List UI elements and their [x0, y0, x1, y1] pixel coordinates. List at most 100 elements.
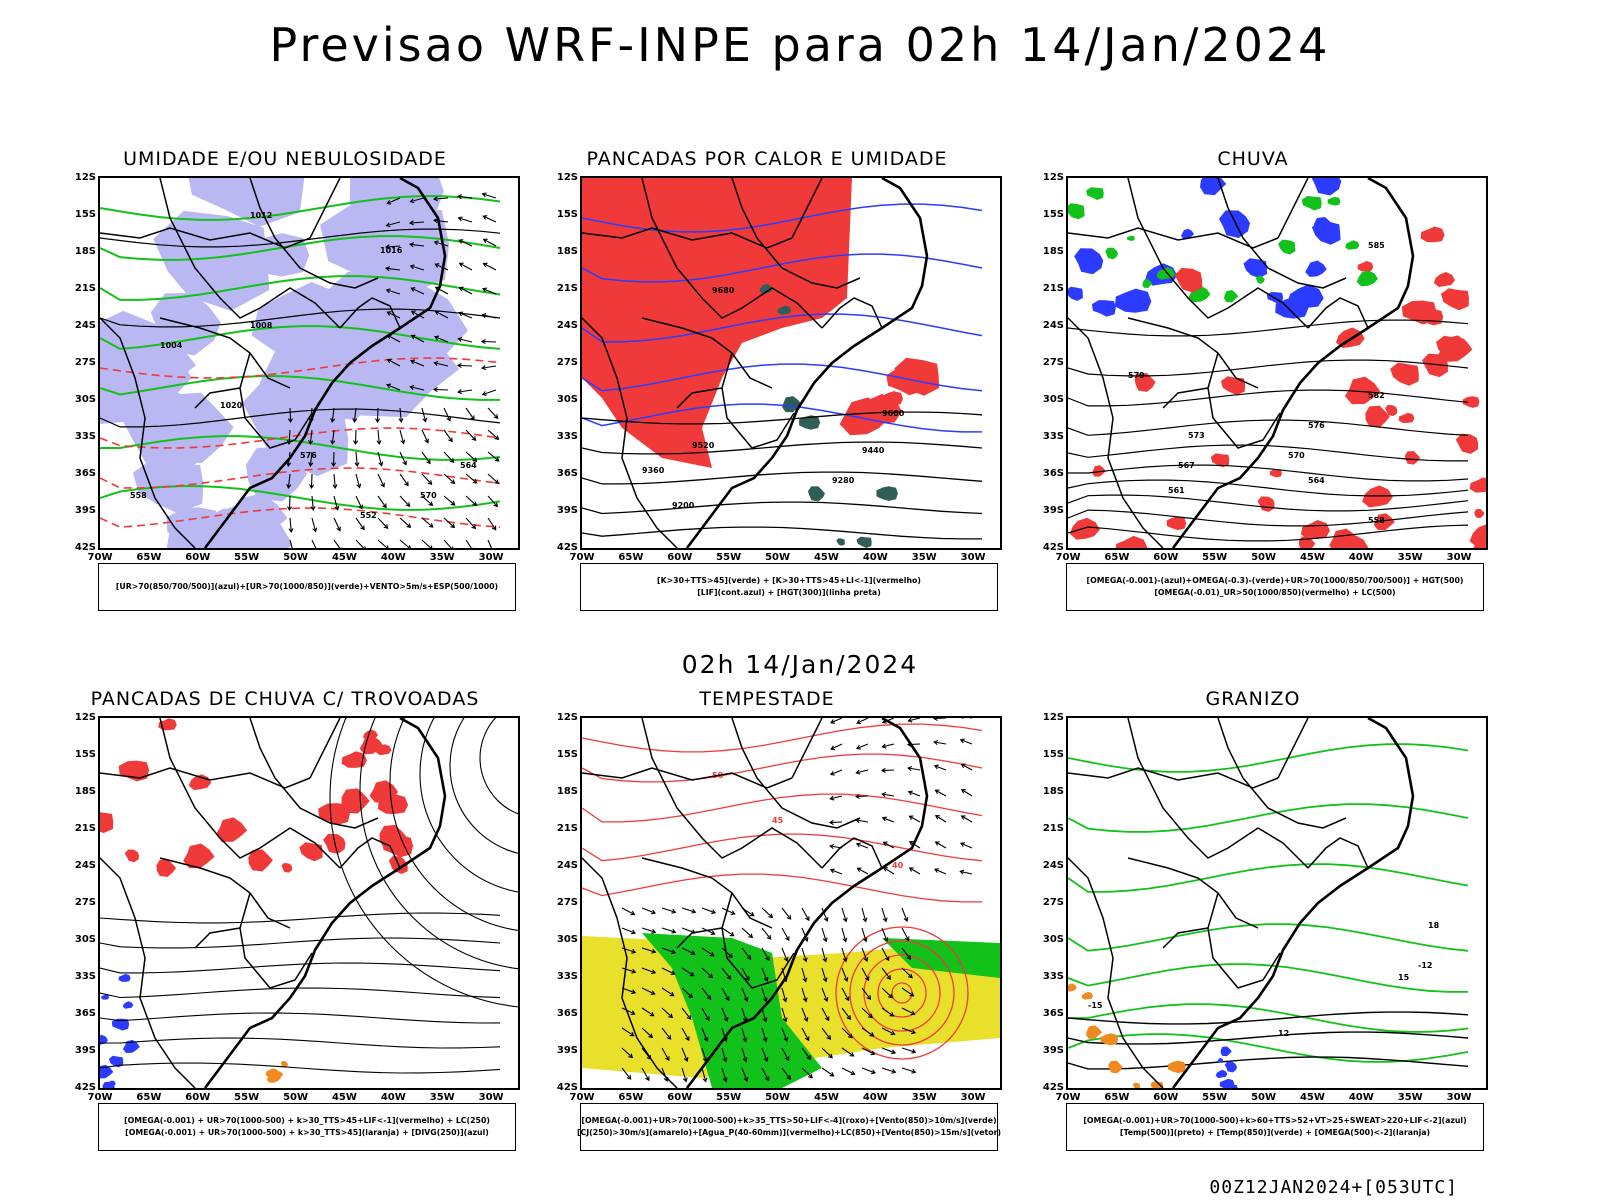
latitude-label: 42S: [556, 1082, 578, 1093]
wind-vector: [901, 1027, 917, 1035]
wind-vector: [641, 1027, 654, 1039]
wind-vector: [721, 1067, 728, 1083]
wind-vector: [421, 517, 434, 528]
streamline: [359, 718, 518, 970]
rain-omega-area: [1086, 187, 1104, 200]
longitude-label: 55W: [716, 552, 742, 563]
latitude-label: 30S: [74, 394, 96, 405]
wind-vector: [781, 947, 789, 962]
latitude-label: 12S: [74, 172, 96, 183]
longitude-label: 40W: [862, 1092, 888, 1103]
latitude-label: 24S: [1042, 320, 1064, 331]
contour-label: 45: [772, 816, 784, 825]
latitude-label: 12S: [1042, 712, 1064, 723]
storm-area: [377, 794, 409, 814]
hgt500-contour: [1068, 464, 1469, 482]
longitude-label: 30W: [960, 552, 986, 563]
longitude-label: 50W: [765, 552, 791, 563]
storm-area: [100, 812, 114, 834]
rain-omega-area: [1180, 228, 1195, 239]
legend-line: [OMEGA(-0.001) + UR>70(1000-500) + k>30_…: [125, 1128, 489, 1137]
wind-vector: [465, 517, 477, 530]
wind-vector: [399, 495, 411, 507]
latitude-label: 15S: [74, 209, 96, 220]
wind-vector: [861, 967, 870, 982]
wind-vector: [908, 867, 921, 875]
rain-omega-area: [1327, 196, 1341, 206]
temp850-contour: [1068, 803, 1469, 833]
divergence-area: [100, 1064, 114, 1079]
latitude-label: 42S: [1042, 542, 1064, 553]
contour-label: 573: [1188, 431, 1205, 440]
wind-vector: [481, 192, 497, 199]
wind-vector: [386, 197, 401, 205]
rain-omega-area: [1305, 260, 1327, 277]
country-border: [1127, 718, 1309, 869]
longitude-label: 55W: [234, 552, 260, 563]
wind-vector: [482, 238, 497, 247]
longitude-label: 55W: [234, 1092, 260, 1103]
wind-vector: [308, 429, 314, 445]
wind-vector: [433, 361, 449, 367]
country-border: [582, 857, 678, 1088]
wind-vector: [641, 1007, 655, 1017]
country-border: [194, 387, 241, 409]
wind-vector: [661, 967, 676, 975]
wind-vector: [881, 987, 893, 999]
storm-area: [318, 803, 350, 825]
rain-humidity-area: [1329, 528, 1360, 548]
moist-area: [836, 538, 845, 546]
country-border: [309, 178, 341, 239]
wind-vector: [855, 769, 869, 775]
wind-vector: [959, 842, 973, 849]
wind-vector: [901, 947, 912, 961]
longitude-label: 65W: [136, 1092, 162, 1103]
wind-vector: [881, 1067, 897, 1074]
wind-vector: [377, 495, 387, 509]
wind-vector: [959, 738, 973, 745]
country-border: [1162, 927, 1209, 949]
wind-vector: [881, 1027, 896, 1036]
wind-vector: [901, 1007, 916, 1016]
wind-vector: [311, 517, 318, 533]
wind-vector: [701, 987, 712, 1000]
longitude-label: 60W: [185, 552, 211, 563]
latitude-label: 27S: [556, 897, 578, 908]
contour-label: 576: [300, 451, 317, 460]
country-border: [100, 857, 196, 1088]
wind-vector: [761, 967, 769, 982]
wind-vector: [421, 539, 433, 548]
wind-vector: [410, 334, 425, 343]
wind-vector: [458, 262, 473, 271]
wind-vector: [641, 967, 657, 975]
contour-label: 552: [360, 511, 377, 520]
streamline: [100, 1037, 501, 1049]
wind-vector: [385, 221, 401, 228]
wind-vector: [481, 389, 497, 396]
humidity-low-contour: [100, 195, 501, 221]
latitude-label: 15S: [74, 749, 96, 760]
wind-vector: [801, 1007, 809, 1023]
wind-vector: [352, 407, 358, 423]
wind-vector: [681, 987, 694, 999]
wind-vector: [480, 338, 497, 345]
wind-vector: [487, 495, 499, 508]
wind-vector: [354, 451, 360, 468]
wind-vector: [681, 1047, 689, 1062]
country-border: [249, 718, 379, 829]
country-border: [100, 227, 311, 249]
contour-label: 9280: [832, 476, 855, 485]
divergence-area: [108, 1055, 124, 1068]
longitude-label: 55W: [1202, 552, 1228, 563]
latitude-label: 36S: [1042, 1008, 1064, 1019]
longitude-label: 70W: [569, 1092, 595, 1103]
wind-vector: [433, 218, 449, 224]
rain-omega-area: [1127, 235, 1135, 241]
latitude-label: 36S: [556, 1008, 578, 1019]
divergence-area: [102, 1081, 115, 1088]
panel-title: GRANIZO: [1205, 688, 1301, 710]
longitude-label: 50W: [1251, 552, 1277, 563]
wind-vector: [434, 263, 449, 271]
wind-vector: [681, 1027, 690, 1042]
longitude-label: 70W: [87, 552, 113, 563]
